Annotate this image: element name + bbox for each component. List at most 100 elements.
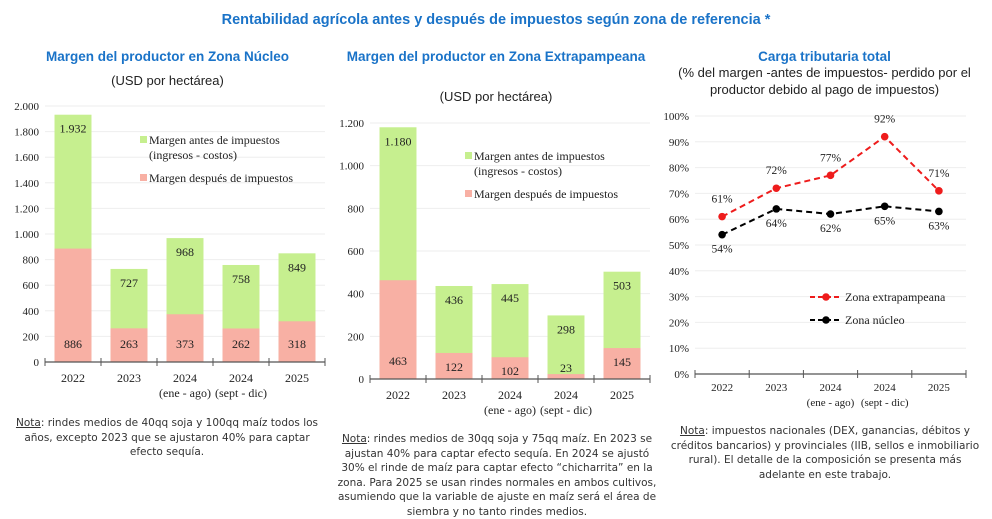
data-label-extrapampeana: 77% bbox=[820, 152, 842, 164]
data-label-before-tax: 503 bbox=[613, 279, 631, 293]
y-tick-label: 0 bbox=[34, 357, 40, 369]
data-label-after-tax: 373 bbox=[176, 337, 194, 351]
legend-swatch-after-tax bbox=[140, 174, 147, 181]
bar-after-tax bbox=[491, 357, 529, 379]
data-label-before-tax: 758 bbox=[232, 272, 250, 286]
x-tick-label: 2023 bbox=[442, 388, 466, 402]
legend-label-before-tax: Margen antes de impuestos bbox=[149, 133, 280, 147]
y-tick-label: 1.800 bbox=[14, 127, 39, 139]
y-tick-label: 600 bbox=[348, 246, 365, 258]
note-label: Nota bbox=[15, 417, 41, 429]
legend-label-after-tax: Margen después de impuestos bbox=[474, 187, 618, 201]
series-line-extrapampeana bbox=[721, 135, 940, 218]
y-tick-label: 50% bbox=[669, 240, 689, 252]
point-nucleo bbox=[826, 210, 835, 218]
y-tick-label: 200 bbox=[348, 331, 365, 343]
data-label-after-tax: 886 bbox=[64, 337, 82, 351]
y-tick-label: 10% bbox=[669, 343, 689, 355]
note-text: : rindes medios de 40qq soja y 100qq maí… bbox=[24, 417, 319, 458]
data-label-before-tax: 727 bbox=[120, 276, 138, 290]
data-label-after-tax: 263 bbox=[120, 337, 138, 351]
point-extrapampeana bbox=[880, 132, 889, 141]
legend-label-after-tax: Margen después de impuestos bbox=[149, 171, 293, 185]
bar-before-tax bbox=[547, 315, 585, 379]
data-label-extrapampeana: 61% bbox=[712, 194, 734, 206]
y-tick-label: 400 bbox=[348, 289, 365, 301]
point-nucleo bbox=[772, 205, 781, 213]
data-label-before-tax: 1.180 bbox=[385, 134, 412, 148]
y-tick-label: 800 bbox=[23, 255, 40, 267]
point-nucleo bbox=[935, 207, 943, 216]
data-label-after-tax: 102 bbox=[501, 364, 519, 378]
data-label-after-tax: 122 bbox=[445, 360, 463, 374]
x-tick-label: 2025 bbox=[610, 388, 634, 402]
y-tick-label: 80% bbox=[669, 163, 689, 175]
point-extrapampeana bbox=[826, 171, 835, 180]
panel-unit-nucleo: (USD por hectárea) bbox=[111, 73, 224, 88]
y-tick-label: 70% bbox=[669, 188, 689, 200]
data-label-before-tax: 436 bbox=[445, 293, 463, 307]
data-label-after-tax: 463 bbox=[389, 354, 407, 368]
note-carga: Nota: impuestos nacionales (DEX, gananci… bbox=[664, 424, 986, 482]
legend-label-before-tax-detail: (ingresos - costos) bbox=[149, 148, 237, 162]
y-tick-label: 600 bbox=[23, 280, 40, 292]
x-tick-label: 2022 bbox=[61, 371, 85, 385]
y-tick-label: 20% bbox=[669, 317, 689, 329]
bar-after-tax bbox=[54, 248, 92, 362]
note-nucleo: Nota: rindes medios de 40qq soja y 100qq… bbox=[12, 416, 322, 460]
y-tick-label: 1.200 bbox=[339, 118, 364, 130]
data-label-before-tax: 445 bbox=[501, 291, 519, 305]
bar-after-tax bbox=[222, 328, 260, 362]
data-label-nucleo: 64% bbox=[766, 218, 788, 230]
panel-unit-carga: (% del margen -antes de impuestos- perdi… bbox=[678, 65, 971, 97]
legend-label-before-tax-detail: (ingresos - costos) bbox=[474, 164, 562, 178]
y-tick-label: 400 bbox=[23, 306, 40, 318]
y-tick-label: 100% bbox=[663, 111, 689, 123]
data-label-before-tax: 849 bbox=[288, 260, 306, 274]
panel-unit-extrapampeana: (USD por hectárea) bbox=[439, 89, 553, 104]
legend-label-extrapampeana: Zona extrapampeana bbox=[845, 290, 946, 304]
legend-swatch-after-tax bbox=[465, 190, 472, 197]
note-extrapampeana: Nota: rindes medios de 30qq soja y 75qq … bbox=[336, 432, 658, 519]
y-tick-label: 1.200 bbox=[14, 203, 39, 215]
x-tick-label: 2023 bbox=[765, 382, 788, 394]
legend-swatch-before-tax bbox=[140, 136, 147, 143]
x-tick-sublabel: (ene - ago) bbox=[484, 403, 536, 417]
x-tick-label: 2024 bbox=[173, 371, 197, 385]
legend-swatch-before-tax bbox=[465, 152, 472, 159]
data-label-after-tax: 262 bbox=[232, 337, 250, 351]
data-label-nucleo: 62% bbox=[820, 223, 842, 235]
y-tick-label: 1.000 bbox=[339, 161, 364, 173]
data-label-before-tax: 298 bbox=[557, 322, 575, 336]
data-label-extrapampeana: 92% bbox=[874, 114, 896, 126]
y-tick-label: 800 bbox=[348, 203, 365, 215]
panel-title-carga: Carga tributaria total bbox=[758, 49, 891, 64]
y-tick-label: 40% bbox=[669, 266, 689, 278]
data-label-before-tax: 968 bbox=[176, 245, 194, 259]
y-tick-label: 200 bbox=[23, 331, 40, 343]
x-tick-label: 2023 bbox=[117, 371, 141, 385]
panel-title-nucleo: Margen del productor en Zona Núcleo bbox=[45, 49, 290, 64]
point-extrapampeana bbox=[935, 187, 943, 195]
y-tick-label: 2.000 bbox=[14, 101, 39, 113]
x-tick-label: 2025 bbox=[928, 382, 951, 394]
y-tick-label: 60% bbox=[669, 214, 689, 226]
x-tick-sublabel: (ene - ago) bbox=[807, 397, 855, 409]
legend-label-before-tax: Margen antes de impuestos bbox=[474, 149, 605, 163]
x-tick-label: 2025 bbox=[285, 371, 309, 385]
x-tick-label: 2024 bbox=[874, 382, 897, 394]
bar-after-tax bbox=[603, 348, 641, 379]
x-tick-label: 2022 bbox=[386, 388, 410, 402]
x-tick-sublabel: (sept - dic) bbox=[540, 403, 592, 417]
y-tick-label: 1.000 bbox=[14, 229, 39, 241]
x-tick-label: 2024 bbox=[554, 388, 578, 402]
y-tick-label: 1.400 bbox=[14, 178, 39, 190]
point-extrapampeana bbox=[718, 212, 726, 221]
data-label-nucleo: 63% bbox=[928, 220, 950, 232]
bar-after-tax bbox=[110, 328, 148, 362]
point-nucleo bbox=[718, 230, 726, 239]
legend-marker-nucleo bbox=[822, 316, 830, 324]
note-label: Nota bbox=[341, 433, 367, 445]
legend-marker-extrapampeana bbox=[822, 293, 830, 301]
